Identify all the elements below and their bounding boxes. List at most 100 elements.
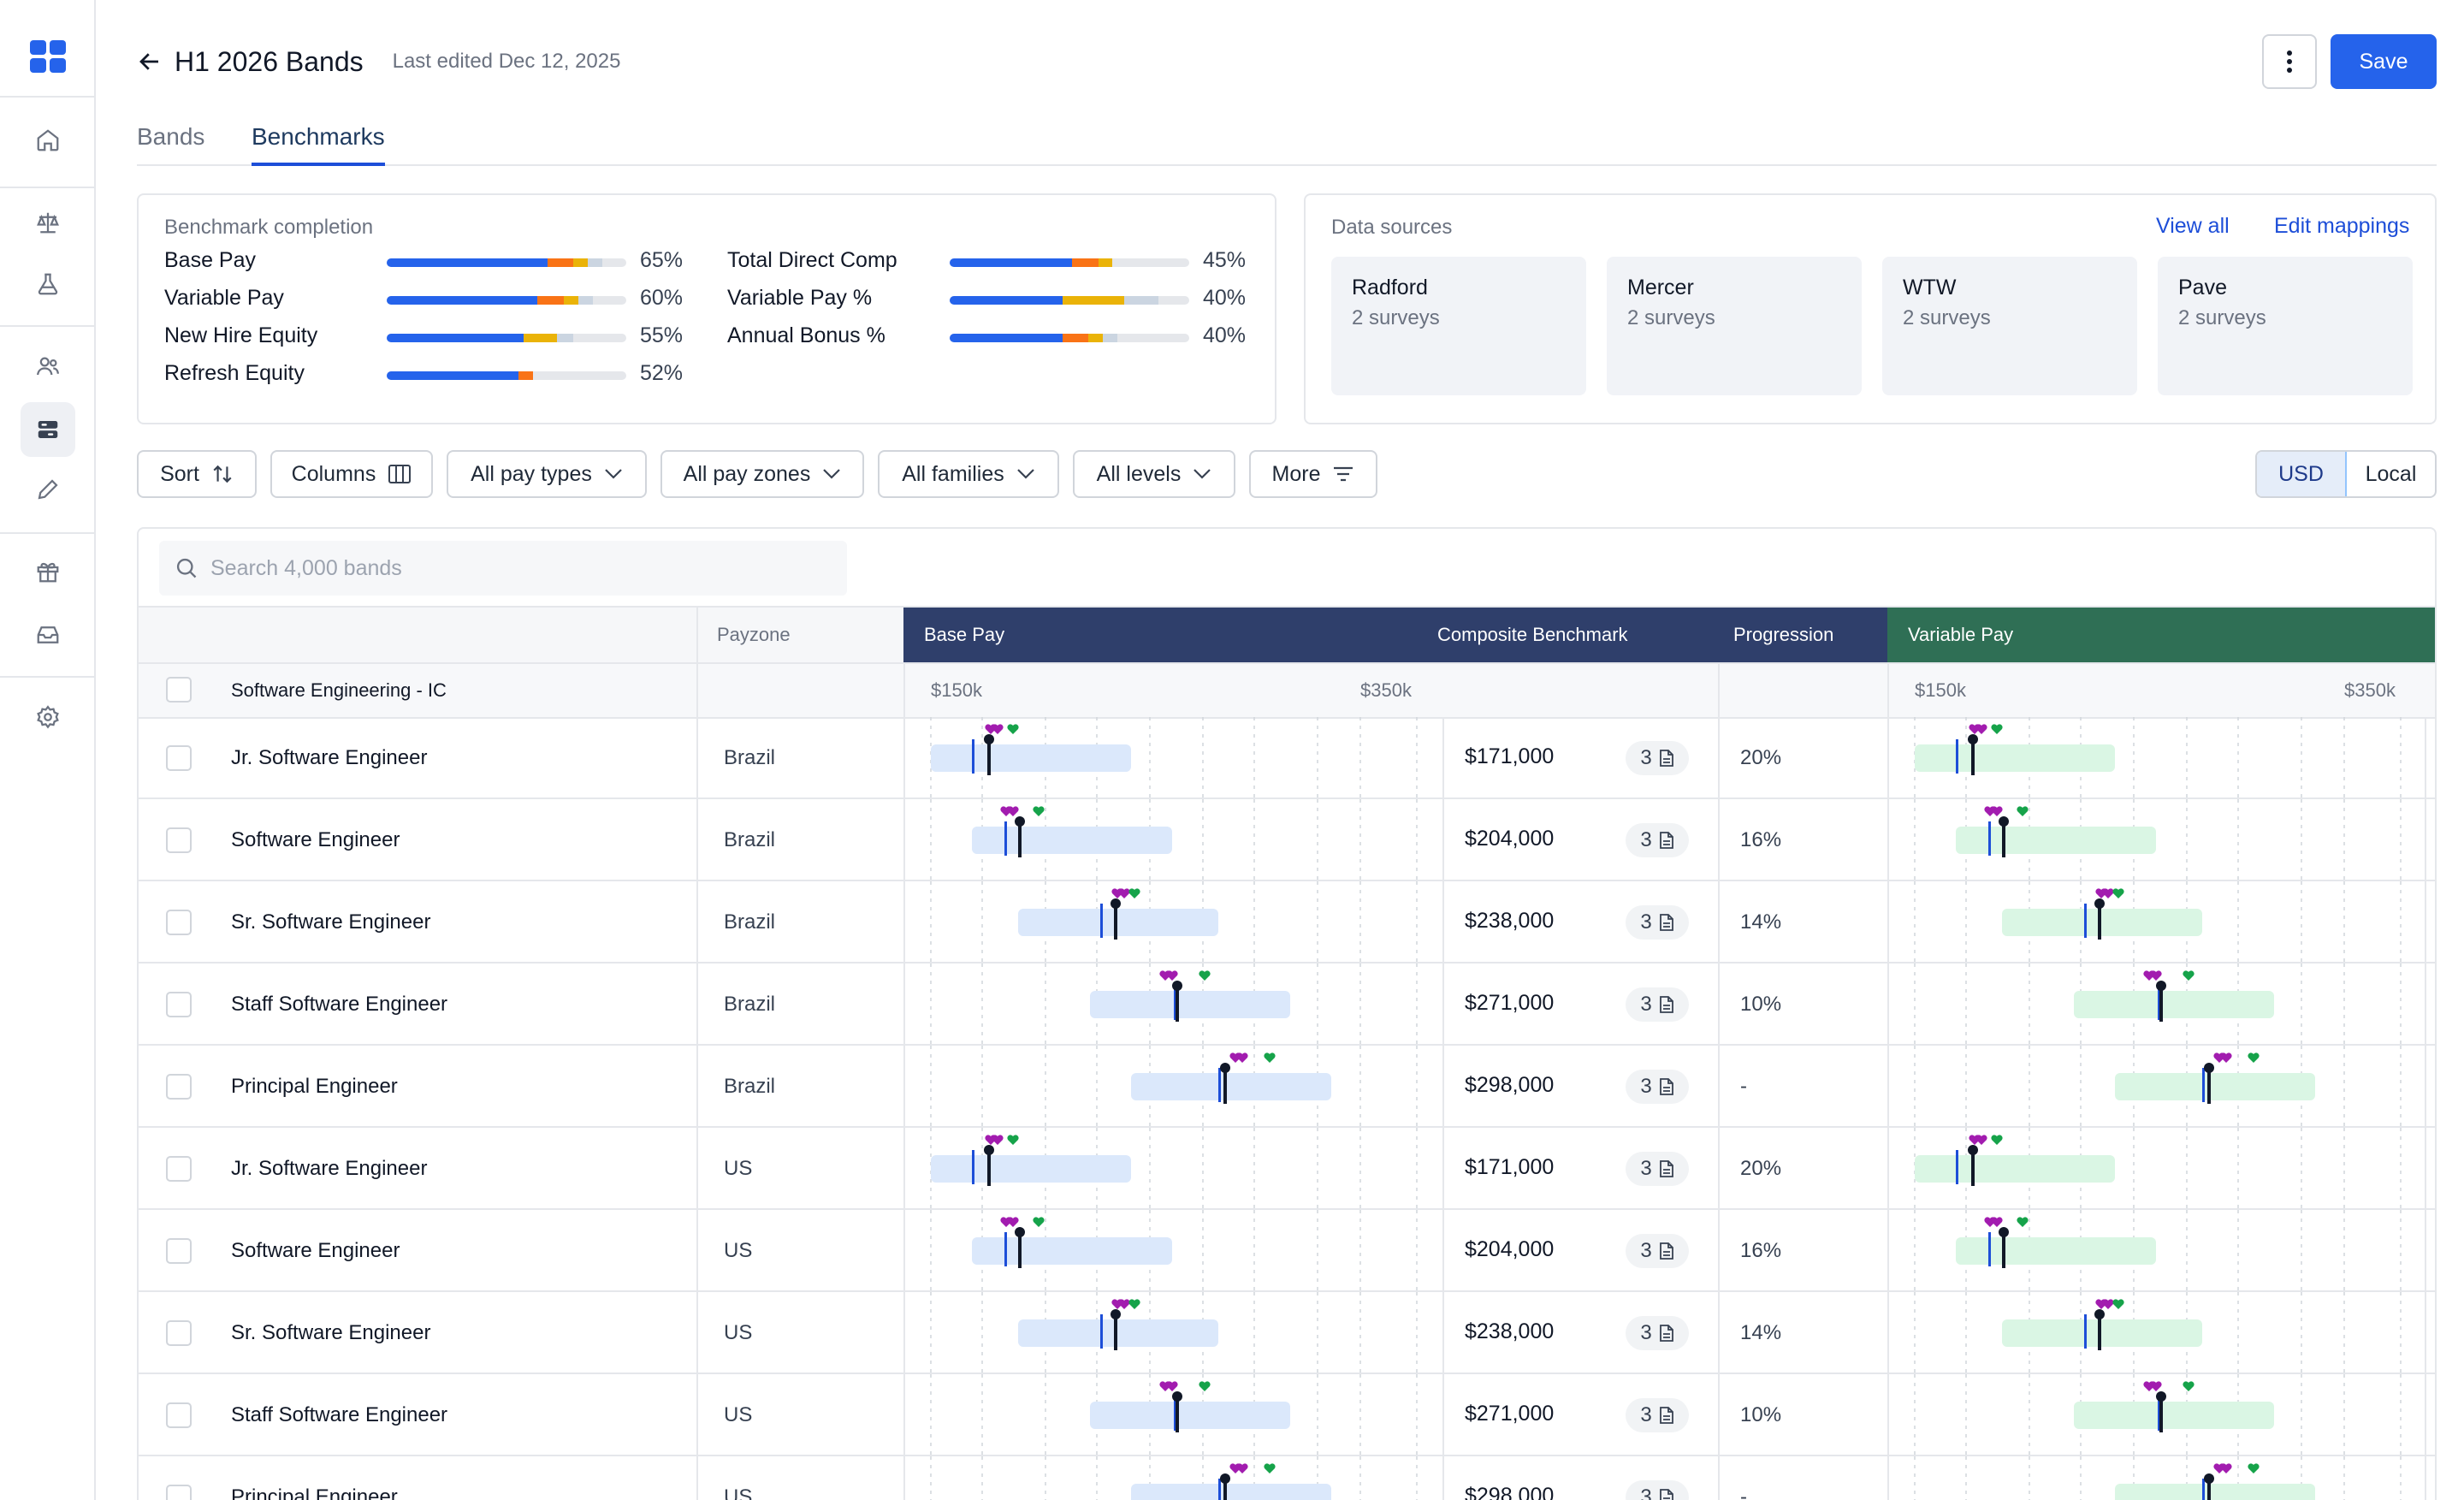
home-icon[interactable]	[21, 113, 75, 168]
tab-benchmarks[interactable]: Benchmarks	[252, 123, 385, 166]
variable-pay-band-chart[interactable]	[1887, 881, 2423, 963]
survey-count-chip[interactable]: 3	[1626, 987, 1689, 1022]
base-pay-band-chart[interactable]	[903, 799, 1441, 881]
row-checkbox[interactable]	[166, 1156, 192, 1182]
variable-pay-band-chart[interactable]	[1887, 963, 2423, 1046]
row-checkbox[interactable]	[166, 1485, 192, 1500]
users-icon[interactable]	[21, 339, 75, 394]
survey-count-chip[interactable]: 3	[1626, 905, 1689, 940]
app-grid-icon[interactable]	[21, 29, 75, 84]
inbox-icon[interactable]	[21, 608, 75, 662]
row-checkbox[interactable]	[166, 992, 192, 1017]
table-row[interactable]: Staff Software Engineer US $271,000 3 10…	[139, 1374, 2435, 1456]
last-edited-text: Last edited Dec 12, 2025	[392, 50, 621, 73]
data-source-tile[interactable]: Radford 2 surveys	[1331, 257, 1586, 395]
variable-pay-header[interactable]: Variable Pay	[1887, 608, 2435, 662]
row-checkbox[interactable]	[166, 1320, 192, 1346]
survey-count-chip[interactable]: 3	[1626, 1234, 1689, 1268]
table-row[interactable]: Principal Engineer Brazil $298,000 3 -	[139, 1046, 2435, 1128]
columns-button[interactable]: Columns	[270, 450, 433, 498]
data-source-tile[interactable]: Mercer 2 surveys	[1607, 257, 1862, 395]
sort-button[interactable]: Sort	[137, 450, 257, 498]
table-row[interactable]: Sr. Software Engineer US $238,000 3 14%	[139, 1292, 2435, 1374]
back-arrow-icon[interactable]	[137, 49, 163, 74]
table-row[interactable]: Software Engineer US $204,000 3 16%	[139, 1210, 2435, 1292]
survey-count-chip[interactable]: 3	[1626, 741, 1689, 775]
gift-icon[interactable]	[21, 544, 75, 599]
scale-icon[interactable]	[21, 195, 75, 250]
data-source-tile[interactable]: Pave 2 surveys	[2158, 257, 2413, 395]
payzone-header[interactable]: Payzone	[696, 608, 903, 662]
table-row[interactable]: Jr. Software Engineer Brazil $171,000 3 …	[139, 717, 2435, 799]
base-pay-band-chart[interactable]	[903, 717, 1441, 799]
pay-types-dropdown[interactable]: All pay types	[447, 450, 647, 498]
more-options-button[interactable]	[2262, 34, 2317, 89]
table-row[interactable]: Principal Engineer US $298,000 3 -	[139, 1456, 2435, 1500]
band-range-bar	[931, 744, 1131, 772]
variable-pay-band-chart[interactable]	[1887, 1292, 2423, 1374]
flask-icon[interactable]	[21, 257, 75, 311]
search-box[interactable]	[159, 541, 847, 596]
band-range-bar	[1090, 991, 1290, 1018]
pencil-icon[interactable]	[21, 462, 75, 517]
edit-mappings-link[interactable]: Edit mappings	[2274, 214, 2410, 238]
variable-pay-band-chart[interactable]	[1887, 717, 2423, 799]
base-pay-band-chart[interactable]	[903, 1292, 1441, 1374]
variable-pay-band-chart[interactable]	[1887, 1210, 2423, 1292]
pay-zones-dropdown[interactable]: All pay zones	[660, 450, 864, 498]
settings-icon[interactable]	[21, 690, 75, 744]
survey-count-chip[interactable]: 3	[1626, 1398, 1689, 1432]
survey-marker	[992, 1135, 1004, 1145]
more-filters-button[interactable]: More	[1249, 450, 1377, 498]
base-pay-band-chart[interactable]	[903, 1128, 1441, 1210]
save-button[interactable]: Save	[2331, 34, 2437, 89]
survey-count-chip[interactable]: 3	[1626, 1070, 1689, 1104]
survey-marker	[1199, 970, 1211, 981]
search-input[interactable]	[210, 555, 809, 581]
survey-count-chip[interactable]: 3	[1626, 1152, 1689, 1186]
composite-value: $204,000	[1465, 1237, 1555, 1261]
select-header-cell	[139, 608, 696, 662]
base-pay-band-chart[interactable]	[903, 1210, 1441, 1292]
survey-count-chip[interactable]: 3	[1626, 1316, 1689, 1350]
base-pay-header[interactable]: Base Pay	[903, 608, 1887, 662]
base-pay-band-chart[interactable]	[903, 881, 1441, 963]
variable-pay-band-chart[interactable]	[1887, 799, 2423, 881]
row-checkbox[interactable]	[166, 1238, 192, 1264]
row-checkbox[interactable]	[166, 827, 192, 853]
table-row[interactable]: Jr. Software Engineer US $171,000 3 20%	[139, 1128, 2435, 1210]
survey-count-chip[interactable]: 3	[1626, 1480, 1689, 1500]
row-checkbox[interactable]	[166, 910, 192, 935]
variable-pay-band-chart[interactable]	[1887, 1456, 2423, 1500]
row-checkbox[interactable]	[166, 1074, 192, 1100]
survey-count-chip[interactable]: 3	[1626, 823, 1689, 857]
table-row[interactable]: Staff Software Engineer Brazil $271,000 …	[139, 963, 2435, 1046]
survey-marker	[1007, 724, 1019, 734]
tab-bands[interactable]: Bands	[137, 123, 205, 150]
variable-pay-band-chart[interactable]	[1887, 1128, 2423, 1210]
bands-icon[interactable]	[21, 402, 75, 457]
table-row[interactable]: Software Engineer Brazil $204,000 3 16%	[139, 799, 2435, 881]
composite-benchmark-header[interactable]: Composite Benchmark	[1437, 624, 1628, 645]
survey-marker	[1991, 1217, 2003, 1227]
group-checkbox[interactable]	[166, 677, 192, 703]
row-checkbox[interactable]	[166, 1402, 192, 1428]
midpoint-marker	[2159, 986, 2163, 1022]
variable-pay-band-chart[interactable]	[1887, 1374, 2423, 1456]
variable-pay-band-chart[interactable]	[1887, 1046, 2423, 1128]
data-source-tile[interactable]: WTW 2 surveys	[1882, 257, 2137, 395]
currency-local-option[interactable]: Local	[2365, 461, 2417, 486]
base-pay-band-chart[interactable]	[903, 1456, 1441, 1500]
view-all-link[interactable]: View all	[2156, 214, 2230, 238]
base-pay-band-chart[interactable]	[903, 1046, 1441, 1128]
row-checkbox[interactable]	[166, 745, 192, 771]
base-pay-band-chart[interactable]	[903, 963, 1441, 1046]
table-row[interactable]: Sr. Software Engineer Brazil $238,000 3 …	[139, 881, 2435, 963]
currency-usd-option[interactable]: USD	[2257, 452, 2347, 496]
families-dropdown[interactable]: All families	[878, 450, 1059, 498]
data-source-count: 2 surveys	[1352, 306, 1440, 329]
base-pay-band-chart[interactable]	[903, 1374, 1441, 1456]
survey-marker	[1199, 1381, 1211, 1391]
levels-dropdown[interactable]: All levels	[1073, 450, 1235, 498]
progression-header[interactable]: Progression	[1733, 624, 1834, 645]
